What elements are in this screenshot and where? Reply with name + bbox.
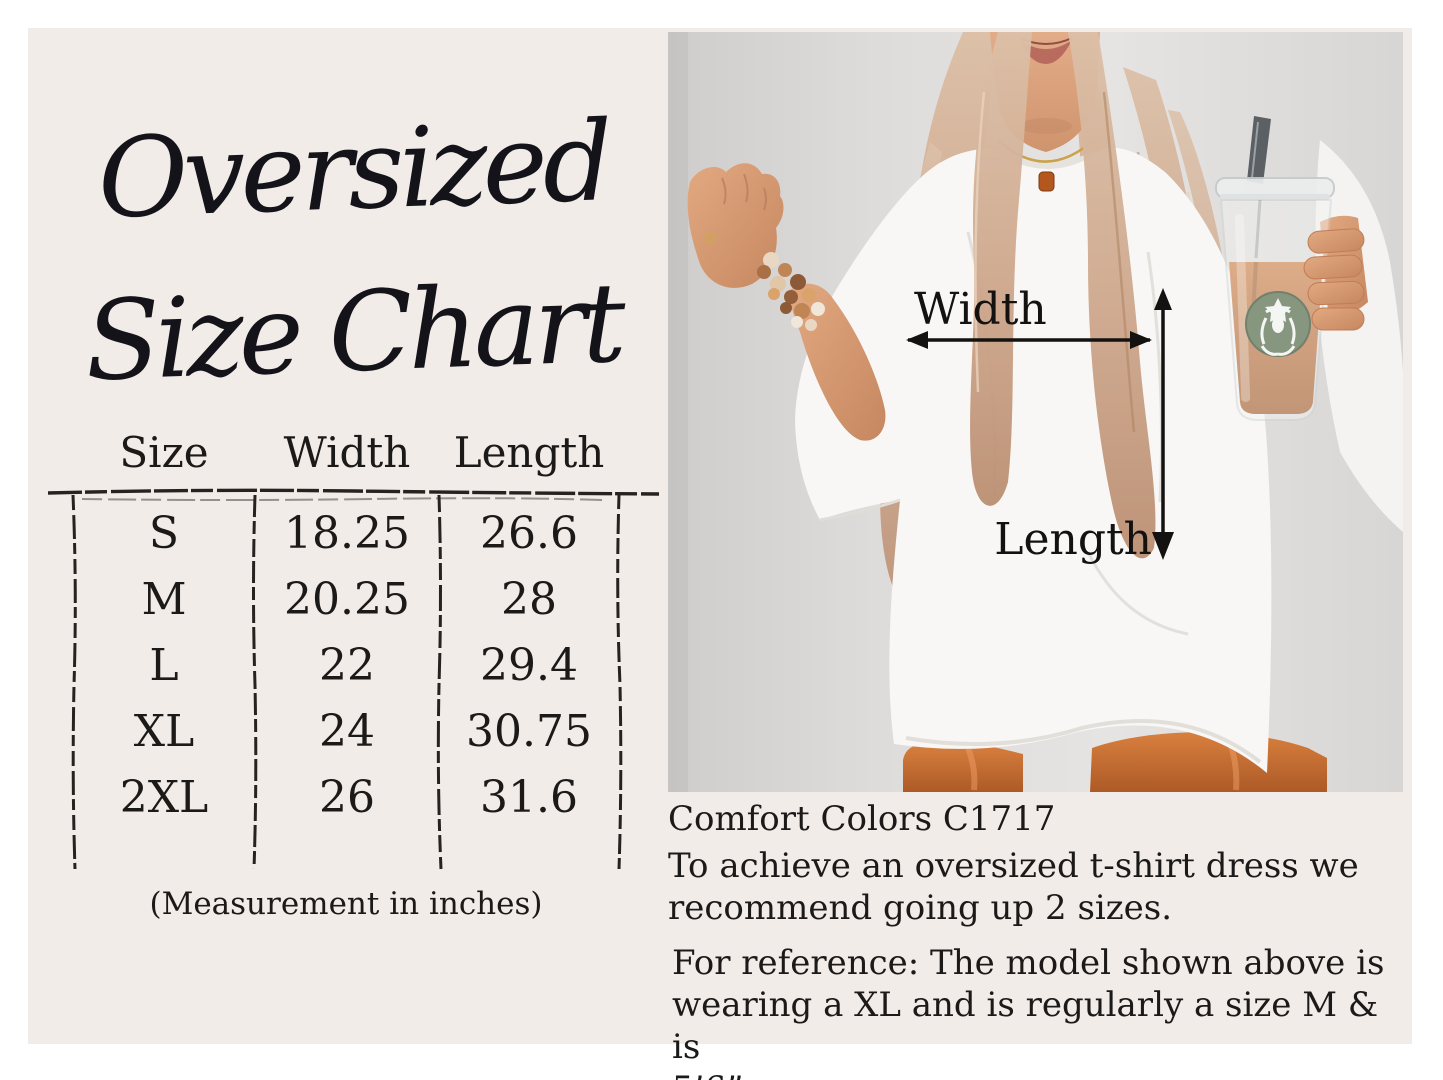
starbucks-cup — [1215, 116, 1368, 421]
col-header-size: Size — [119, 428, 209, 477]
cell-length: 31.6 — [480, 771, 578, 823]
length-annotation-label: Length — [994, 514, 1152, 565]
caption-line: recommend going up 2 sizes. — [668, 888, 1173, 928]
cell-width: 26 — [319, 771, 375, 823]
beaded-bracelet — [757, 252, 825, 331]
cell-length: 30.75 — [466, 705, 592, 757]
size-table-row: M 20.25 28 — [73, 566, 619, 632]
caption-block: Comfort Colors C1717 To achieve an overs… — [668, 798, 1398, 1080]
cell-width: 20.25 — [284, 573, 410, 625]
col-header-length: Length — [453, 428, 605, 477]
right-hand-fingers — [1303, 228, 1365, 331]
caption-line: wearing a XL and is regularly a size M &… — [672, 985, 1379, 1067]
caption-line: To achieve an oversized t-shirt dress we — [668, 846, 1359, 886]
width-arrow — [906, 331, 1152, 349]
width-annotation-label: Width — [914, 284, 1047, 335]
starbucks-siren-logo — [1245, 291, 1311, 357]
size-table-row: S 18.25 26.6 — [73, 500, 619, 566]
cell-width: 24 — [319, 705, 375, 757]
measurement-note: (Measurement in inches) — [149, 886, 543, 922]
cell-size: S — [148, 507, 180, 559]
size-table-row: L 22 29.4 — [73, 632, 619, 698]
sizing-advice: To achieve an oversized t-shirt dress we… — [668, 845, 1398, 929]
size-table-row: XL 24 30.75 — [73, 698, 619, 764]
product-code: Comfort Colors C1717 — [668, 799, 1056, 839]
cell-size: L — [149, 639, 179, 691]
size-table-row: 2XL 26 31.6 — [73, 764, 619, 830]
cream-card: Oversized Size Chart Size Width Length S… — [28, 28, 1412, 1080]
model-photo: Width Length — [668, 32, 1403, 792]
cell-width: 22 — [319, 639, 375, 691]
caption-line: For reference: The model shown above is — [672, 943, 1385, 983]
model-hair-front — [970, 32, 1156, 559]
cell-size: 2XL — [119, 771, 209, 823]
ring — [705, 233, 715, 243]
cell-length: 26.6 — [480, 507, 578, 559]
cell-length: 29.4 — [480, 639, 578, 691]
cell-size: XL — [133, 705, 195, 757]
size-table-header: Size Width Length — [73, 428, 619, 477]
length-arrow — [1152, 288, 1174, 560]
caption-line: 5’6”. — [672, 1068, 1398, 1080]
cell-size: M — [141, 573, 187, 625]
col-header-width: Width — [283, 428, 411, 477]
cell-length: 28 — [501, 573, 557, 625]
table-grid-lines — [47, 488, 660, 870]
size-table-rows: S 18.25 26.6 M 20.25 28 L 22 29.4 X — [73, 500, 619, 830]
cell-width: 18.25 — [284, 507, 410, 559]
model-reference: For reference: The model shown above is w… — [668, 942, 1398, 1080]
